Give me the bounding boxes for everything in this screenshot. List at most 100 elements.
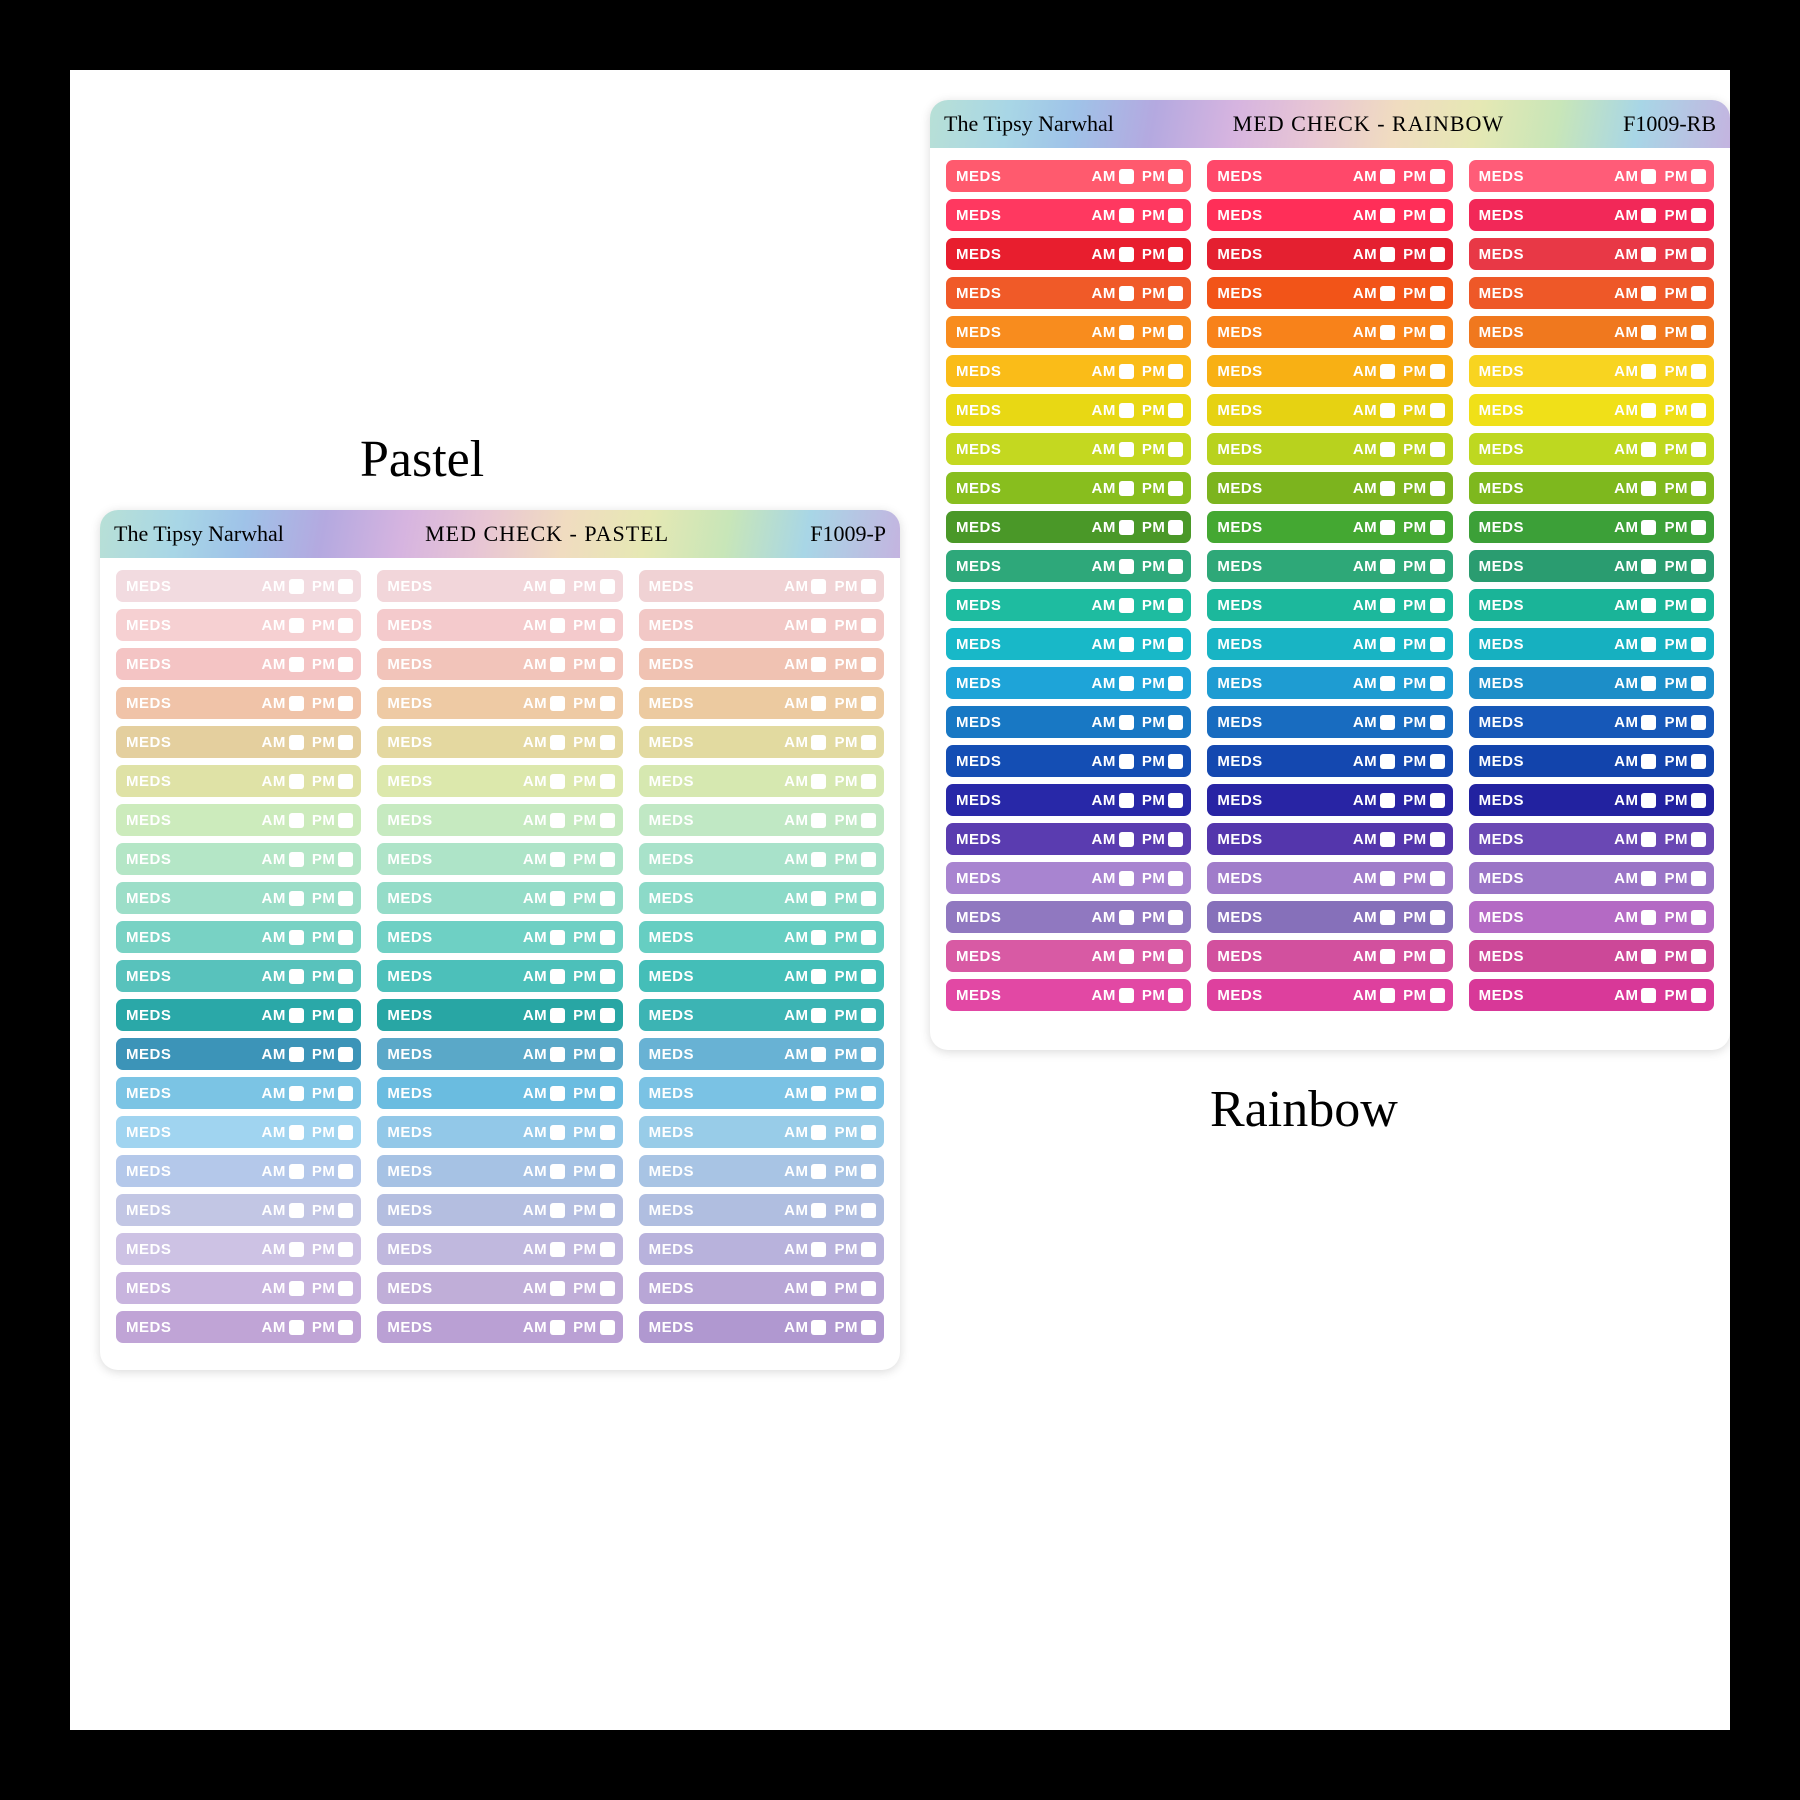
pill-am: AM — [1353, 363, 1395, 380]
pill-meds-label: MEDS — [126, 578, 258, 595]
checkbox-am — [1641, 949, 1656, 964]
pill-pm: PM — [1664, 870, 1706, 887]
pill-pm: PM — [834, 1319, 876, 1336]
pill-pm: PM — [573, 578, 615, 595]
brand-label: The Tipsy Narwhal — [944, 111, 1114, 137]
pill-am: AM — [262, 1085, 304, 1102]
pill-am: AM — [523, 812, 565, 829]
checkbox-pm — [338, 1125, 353, 1140]
checkbox-am — [289, 1203, 304, 1218]
pill-am: AM — [262, 1319, 304, 1336]
med-pill: MEDSAMPM — [377, 1077, 622, 1109]
checkbox-pm — [1168, 676, 1183, 691]
pill-pm: PM — [573, 1163, 615, 1180]
pill-pm: PM — [573, 929, 615, 946]
pill-pm: PM — [1142, 324, 1184, 341]
med-pill: MEDSAMPM — [377, 999, 622, 1031]
checkbox-pm — [861, 735, 876, 750]
med-pill: MEDSAMPM — [1207, 394, 1452, 426]
checkbox-am — [811, 930, 826, 945]
checkbox-am — [1119, 598, 1134, 613]
med-pill: MEDSAMPM — [1469, 355, 1714, 387]
med-pill: MEDSAMPM — [1469, 277, 1714, 309]
pill-pm: PM — [1403, 207, 1445, 224]
med-pill: MEDSAMPM — [1207, 589, 1452, 621]
checkbox-am — [1641, 520, 1656, 535]
checkbox-pm — [1430, 364, 1445, 379]
checkbox-am — [1641, 832, 1656, 847]
checkbox-am — [1380, 988, 1395, 1003]
checkbox-am — [550, 1047, 565, 1062]
pill-meds-label: MEDS — [956, 168, 1088, 185]
pill-am: AM — [262, 1046, 304, 1063]
med-pill: MEDSAMPM — [1469, 511, 1714, 543]
checkbox-am — [811, 1320, 826, 1335]
checkbox-am — [1119, 754, 1134, 769]
checkbox-am — [1380, 949, 1395, 964]
checkbox-am — [1119, 442, 1134, 457]
pill-pm: PM — [312, 773, 354, 790]
pill-am: AM — [1353, 831, 1395, 848]
pill-meds-label: MEDS — [1479, 870, 1611, 887]
pill-am: AM — [784, 617, 826, 634]
checkbox-pm — [861, 1281, 876, 1296]
checkbox-am — [1380, 754, 1395, 769]
pill-am: AM — [1353, 441, 1395, 458]
checkbox-am — [289, 813, 304, 828]
med-pill: MEDSAMPM — [946, 199, 1191, 231]
med-pill: MEDSAMPM — [946, 628, 1191, 660]
pill-am: AM — [262, 890, 304, 907]
med-pill: MEDSAMPM — [1207, 628, 1452, 660]
pill-meds-label: MEDS — [1217, 168, 1349, 185]
pill-meds-label: MEDS — [956, 675, 1088, 692]
pill-am: AM — [1353, 402, 1395, 419]
checkbox-am — [1641, 637, 1656, 652]
pill-pm: PM — [312, 1202, 354, 1219]
pill-meds-label: MEDS — [1479, 909, 1611, 926]
med-pill: MEDSAMPM — [1469, 394, 1714, 426]
pill-am: AM — [1092, 831, 1134, 848]
pill-meds-label: MEDS — [1217, 597, 1349, 614]
pill-pm: PM — [1142, 441, 1184, 458]
pill-am: AM — [1092, 402, 1134, 419]
checkbox-am — [1119, 286, 1134, 301]
med-pill: MEDSAMPM — [116, 804, 361, 836]
pill-pm: PM — [834, 812, 876, 829]
sheet-title: MED CHECK - PASTEL — [284, 521, 810, 547]
pill-meds-label: MEDS — [1217, 402, 1349, 419]
pill-am: AM — [1092, 714, 1134, 731]
med-pill: MEDSAMPM — [946, 394, 1191, 426]
checkbox-am — [1380, 559, 1395, 574]
pill-pm: PM — [1403, 792, 1445, 809]
pill-meds-label: MEDS — [956, 909, 1088, 926]
med-pill: MEDSAMPM — [946, 160, 1191, 192]
checkbox-pm — [600, 1242, 615, 1257]
pill-am: AM — [262, 734, 304, 751]
checkbox-am — [1641, 481, 1656, 496]
pill-meds-label: MEDS — [126, 1124, 258, 1141]
checkbox-pm — [861, 1047, 876, 1062]
pill-meds-label: MEDS — [387, 1202, 519, 1219]
pill-pm: PM — [1664, 402, 1706, 419]
pill-pm: PM — [573, 734, 615, 751]
checkbox-am — [1119, 247, 1134, 262]
pill-am: AM — [1353, 597, 1395, 614]
checkbox-pm — [338, 930, 353, 945]
checkbox-am — [289, 696, 304, 711]
med-pill: MEDSAMPM — [116, 765, 361, 797]
med-pill: MEDSAMPM — [377, 648, 622, 680]
checkbox-pm — [338, 969, 353, 984]
checkbox-pm — [1691, 520, 1706, 535]
checkbox-am — [811, 1125, 826, 1140]
checkbox-pm — [600, 930, 615, 945]
pill-meds-label: MEDS — [1217, 948, 1349, 965]
pill-am: AM — [1614, 480, 1656, 497]
med-pill: MEDSAMPM — [116, 726, 361, 758]
pill-pm: PM — [1664, 363, 1706, 380]
checkbox-am — [289, 657, 304, 672]
checkbox-am — [1380, 286, 1395, 301]
pill-am: AM — [1353, 558, 1395, 575]
med-pill: MEDSAMPM — [377, 1311, 622, 1343]
pill-pm: PM — [834, 734, 876, 751]
pill-am: AM — [784, 890, 826, 907]
